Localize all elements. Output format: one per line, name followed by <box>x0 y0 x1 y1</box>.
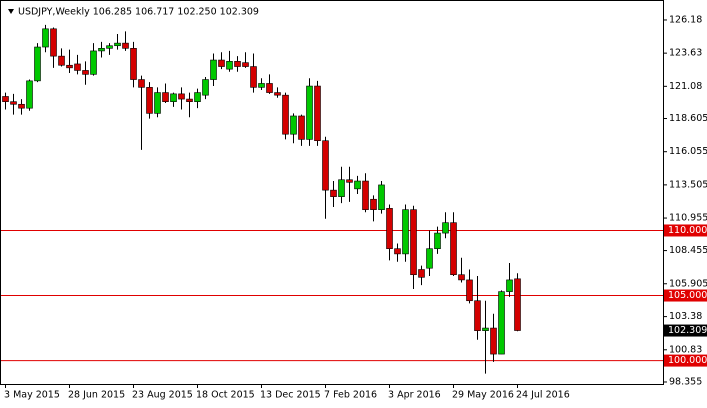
candle-body <box>154 92 161 114</box>
candle-body <box>370 198 377 210</box>
x-tick-label: 13 Dec 2015 <box>260 390 321 401</box>
candle-body <box>146 87 153 114</box>
x-tick-label: 3 Apr 2016 <box>388 390 441 401</box>
candle-body <box>394 248 401 255</box>
candle-body <box>298 115 305 140</box>
candle-body <box>50 28 57 57</box>
candle-body <box>506 279 513 292</box>
candle-body <box>322 140 329 191</box>
menu-triangle <box>8 9 14 14</box>
candle-body <box>362 180 369 210</box>
candle-body <box>386 208 393 249</box>
candle-body <box>418 269 425 278</box>
candle-body <box>290 115 297 135</box>
y-tick-label: 126.18 <box>669 14 702 25</box>
y-tick-label: 103.38 <box>669 311 702 322</box>
candle-body <box>178 93 185 100</box>
candle-body <box>90 50 97 75</box>
level-label-box <box>664 224 707 237</box>
candle-body <box>458 274 465 281</box>
candle-body <box>490 327 497 355</box>
candle-body <box>258 83 265 88</box>
x-tick-label: 7 Feb 2016 <box>324 390 377 401</box>
x-tick-label: 29 May 2016 <box>452 390 514 401</box>
candle-body <box>130 48 137 80</box>
x-tick-label: 3 May 2015 <box>4 390 60 401</box>
candle-body <box>330 189 337 197</box>
price-label-box <box>664 324 707 337</box>
level-label: 105.000 <box>668 290 707 301</box>
candle-body <box>426 248 433 269</box>
chart-title: USDJPY,Weekly 106.285 106.717 102.250 10… <box>18 7 259 18</box>
y-tick-label: 121.08 <box>669 81 702 92</box>
candle-body <box>410 209 417 276</box>
candle-body <box>162 92 169 102</box>
candle-body <box>314 85 321 142</box>
candle-body <box>2 96 9 102</box>
x-tick-label: 23 Aug 2015 <box>132 390 193 401</box>
candle-body <box>482 327 489 331</box>
candle-body <box>514 278 521 331</box>
candle-body <box>498 291 505 355</box>
candle-body <box>218 59 225 67</box>
candle-body <box>138 79 145 88</box>
y-tick-label: 108.455 <box>669 245 707 256</box>
candle-body <box>434 232 441 249</box>
candle-body <box>402 209 409 255</box>
y-tick-label: 105.905 <box>669 278 707 289</box>
candle-body <box>378 184 385 210</box>
candle-body <box>186 98 193 102</box>
candle-body <box>274 92 281 96</box>
candle-body <box>114 42 121 47</box>
candle-body <box>474 300 481 331</box>
candle-body <box>210 59 217 80</box>
candle-body <box>106 45 113 49</box>
candle-body <box>338 179 345 197</box>
y-tick-label: 100.83 <box>669 344 702 355</box>
candle-body <box>98 48 105 52</box>
price-label: 102.309 <box>668 325 707 336</box>
y-tick-label: 118.605 <box>669 113 707 124</box>
x-tick-label: 24 Jul 2016 <box>516 390 570 401</box>
candle-body <box>346 179 353 183</box>
candle-body <box>266 83 273 93</box>
candle-body <box>202 79 209 96</box>
candle-body <box>66 64 73 69</box>
candle-body <box>10 101 17 105</box>
candle-body <box>450 222 457 276</box>
y-tick-label: 113.505 <box>669 179 707 190</box>
candle-body <box>42 28 49 48</box>
candle-body <box>234 61 241 67</box>
candle-body <box>122 42 129 49</box>
y-tick-label: 116.055 <box>669 146 707 157</box>
level-label-box <box>664 289 707 302</box>
level-label-box <box>664 354 707 367</box>
candle-body <box>18 103 25 109</box>
y-tick-label: 123.63 <box>669 48 702 59</box>
candle-body <box>306 85 313 140</box>
candle-body <box>82 70 89 75</box>
x-tick-label: 18 Oct 2015 <box>196 390 255 401</box>
candle-body <box>58 55 65 66</box>
candle-body <box>354 180 361 190</box>
candle-body <box>26 80 33 109</box>
candle-body <box>74 63 81 71</box>
candle-body <box>242 62 249 67</box>
candle-body <box>250 66 257 88</box>
x-tick-label: 28 Jun 2015 <box>68 390 125 401</box>
candle-body <box>466 279 473 302</box>
candle-body <box>170 93 177 102</box>
candle-body <box>442 222 449 234</box>
y-tick-label: 110.955 <box>669 213 707 224</box>
y-tick-label: 98.355 <box>669 376 702 387</box>
level-label: 110.000 <box>668 225 707 236</box>
candle-body <box>34 46 41 82</box>
candle-body <box>194 92 201 102</box>
level-label: 100.000 <box>668 355 707 366</box>
candle-body <box>226 61 233 70</box>
candle-body <box>282 94 289 135</box>
